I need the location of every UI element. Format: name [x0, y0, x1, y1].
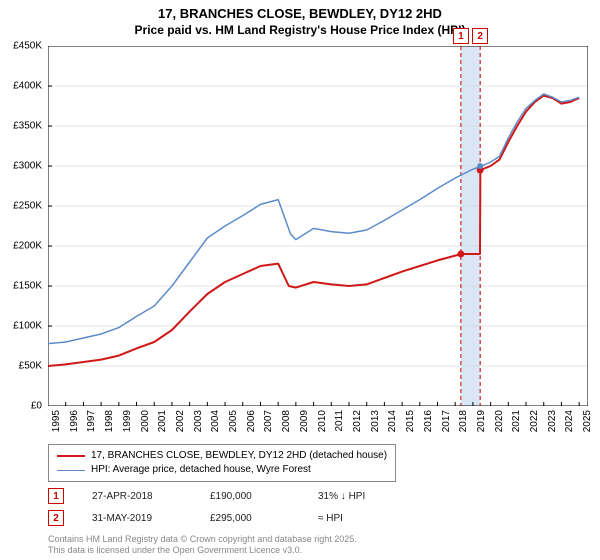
x-tick-label: 1998: [104, 410, 115, 432]
x-tick-label: 2024: [564, 410, 575, 432]
sale-price: £190,000: [210, 491, 290, 502]
x-tick-label: 2000: [140, 410, 151, 432]
x-tick-label: 2009: [299, 410, 310, 432]
chart-sale-marker-icon: 1: [453, 28, 469, 44]
x-tick-label: 2008: [281, 410, 292, 432]
x-tick-label: 2019: [476, 410, 487, 432]
sale-row: 2 31-MAY-2019 £295,000 ≈ HPI: [48, 510, 343, 526]
sale-date: 31-MAY-2019: [92, 513, 182, 524]
sale-date: 27-APR-2018: [92, 491, 182, 502]
x-tick-label: 1997: [86, 410, 97, 432]
sale-marker-icon: 2: [48, 510, 64, 526]
x-tick-label: 2003: [193, 410, 204, 432]
x-tick-label: 2023: [547, 410, 558, 432]
legend: 17, BRANCHES CLOSE, BEWDLEY, DY12 2HD (d…: [48, 444, 396, 482]
x-tick-label: 2016: [423, 410, 434, 432]
y-tick-label: £150K: [0, 281, 42, 292]
y-tick-label: £250K: [0, 201, 42, 212]
chart-area: £0£50K£100K£150K£200K£250K£300K£350K£400…: [48, 46, 588, 406]
x-tick-label: 2021: [511, 410, 522, 432]
x-tick-label: 2010: [317, 410, 328, 432]
y-tick-label: £0: [0, 401, 42, 412]
x-tick-label: 2018: [458, 410, 469, 432]
y-tick-label: £200K: [0, 241, 42, 252]
chart-title-line2: Price paid vs. HM Land Registry's House …: [0, 23, 600, 37]
chart-title-line1: 17, BRANCHES CLOSE, BEWDLEY, DY12 2HD: [0, 6, 600, 21]
x-tick-label: 2004: [210, 410, 221, 432]
sale-row: 1 27-APR-2018 £190,000 31% ↓ HPI: [48, 488, 365, 504]
chart-sale-marker-icon: 2: [472, 28, 488, 44]
y-tick-label: £300K: [0, 161, 42, 172]
x-tick-label: 2005: [228, 410, 239, 432]
x-tick-label: 2001: [157, 410, 168, 432]
x-tick-label: 2017: [441, 410, 452, 432]
y-tick-label: £400K: [0, 81, 42, 92]
x-tick-label: 2014: [387, 410, 398, 432]
legend-item: HPI: Average price, detached house, Wyre…: [57, 463, 387, 477]
x-tick-label: 2015: [405, 410, 416, 432]
attribution-line: Contains HM Land Registry data © Crown c…: [48, 534, 357, 545]
attribution-line: This data is licensed under the Open Gov…: [48, 545, 357, 556]
sale-rel: 31% ↓ HPI: [318, 491, 365, 502]
x-tick-label: 1995: [51, 410, 62, 432]
chart-plot: [48, 46, 588, 406]
x-tick-label: 2011: [334, 410, 345, 432]
x-tick-label: 2022: [529, 410, 540, 432]
sale-marker-icon: 1: [48, 488, 64, 504]
attribution: Contains HM Land Registry data © Crown c…: [48, 534, 357, 556]
x-tick-label: 2012: [352, 410, 363, 432]
legend-label: HPI: Average price, detached house, Wyre…: [91, 463, 311, 477]
y-tick-label: £100K: [0, 321, 42, 332]
legend-label: 17, BRANCHES CLOSE, BEWDLEY, DY12 2HD (d…: [91, 449, 387, 463]
sale-price: £295,000: [210, 513, 290, 524]
x-tick-label: 2006: [246, 410, 257, 432]
sale-rel: ≈ HPI: [318, 513, 343, 524]
y-tick-label: £450K: [0, 41, 42, 52]
x-tick-label: 2025: [582, 410, 593, 432]
x-tick-label: 2020: [494, 410, 505, 432]
x-tick-label: 1999: [122, 410, 133, 432]
legend-item: 17, BRANCHES CLOSE, BEWDLEY, DY12 2HD (d…: [57, 449, 387, 463]
legend-swatch: [57, 470, 85, 471]
x-tick-label: 2007: [263, 410, 274, 432]
x-tick-label: 1996: [69, 410, 80, 432]
y-tick-label: £50K: [0, 361, 42, 372]
legend-swatch: [57, 455, 85, 457]
x-tick-label: 2002: [175, 410, 186, 432]
y-tick-label: £350K: [0, 121, 42, 132]
x-tick-label: 2013: [370, 410, 381, 432]
